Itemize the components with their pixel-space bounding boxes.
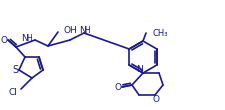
Text: N: N xyxy=(79,26,86,35)
Text: Cl: Cl xyxy=(9,87,17,96)
Text: N: N xyxy=(22,34,28,42)
Text: H: H xyxy=(84,26,90,35)
Text: H: H xyxy=(26,34,32,42)
Text: O: O xyxy=(0,36,7,45)
Text: OH: OH xyxy=(64,26,77,35)
Text: O: O xyxy=(152,94,159,104)
Text: O: O xyxy=(114,82,121,92)
Text: CH₃: CH₃ xyxy=(152,28,168,38)
Text: S: S xyxy=(12,65,18,75)
Text: N: N xyxy=(136,64,143,73)
